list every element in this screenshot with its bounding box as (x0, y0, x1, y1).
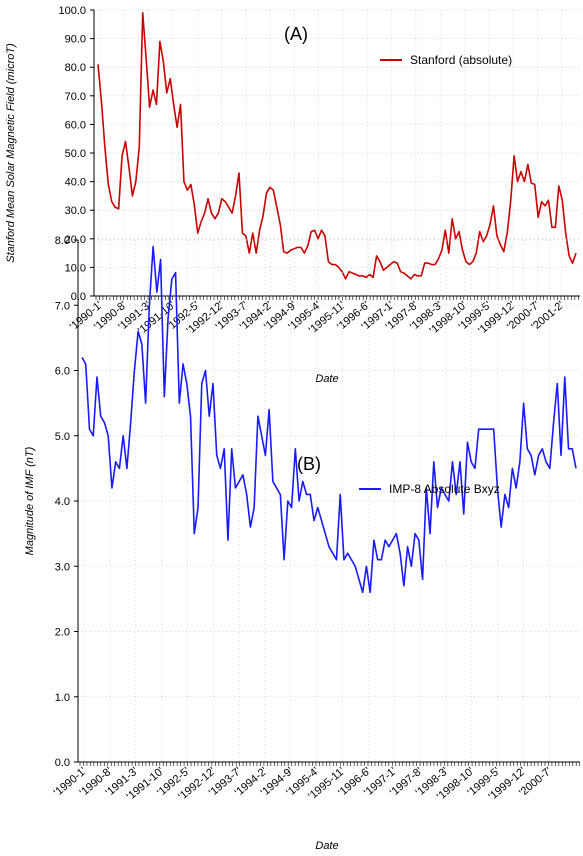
y-axis-label: Magnitude of IMF (nT) (24, 446, 36, 555)
y-tick-label: 4.0 (55, 496, 70, 508)
series-line (81, 245, 577, 594)
y-tick-label: 90.0 (65, 34, 86, 46)
y-tick-label: 3.0 (55, 561, 70, 573)
chart-panel-b: 0.01.02.03.04.05.06.07.08.0'1990-1''1990… (24, 235, 580, 852)
panel-label: (A) (284, 24, 308, 44)
y-tick-label: 1.0 (55, 692, 70, 704)
legend-label: Stanford (absolute) (410, 53, 512, 67)
series-line (97, 12, 577, 280)
y-tick-label: 100.0 (58, 5, 86, 17)
y-tick-label: 6.0 (55, 366, 70, 378)
y-tick-label: 8.0 (55, 235, 70, 247)
chart-panel-a: 0.010.020.030.040.050.060.070.080.090.01… (5, 5, 580, 385)
x-axis-label: Date (315, 373, 338, 385)
panel-label: (B) (297, 454, 321, 474)
y-tick-label: 40.0 (65, 177, 86, 189)
y-tick-label: 0.0 (55, 757, 70, 769)
y-tick-label: 2.0 (55, 627, 70, 639)
y-tick-label: 30.0 (65, 205, 86, 217)
x-axis-label: Date (315, 840, 338, 852)
y-tick-label: 60.0 (65, 119, 86, 131)
y-tick-label: 70.0 (65, 91, 86, 103)
y-tick-label: 7.0 (55, 300, 70, 312)
y-tick-label: 10.0 (65, 262, 86, 274)
y-axis-label: Stanford Mean Solar Magnetic Field (micr… (5, 43, 17, 263)
legend-label: IMP-8 Absolute Bxyz (389, 482, 500, 496)
y-tick-label: 80.0 (65, 62, 86, 74)
y-tick-label: 5.0 (55, 431, 70, 443)
legend: Stanford (absolute) (380, 53, 512, 67)
y-tick-label: 50.0 (65, 148, 86, 160)
legend: IMP-8 Absolute Bxyz (359, 482, 500, 496)
